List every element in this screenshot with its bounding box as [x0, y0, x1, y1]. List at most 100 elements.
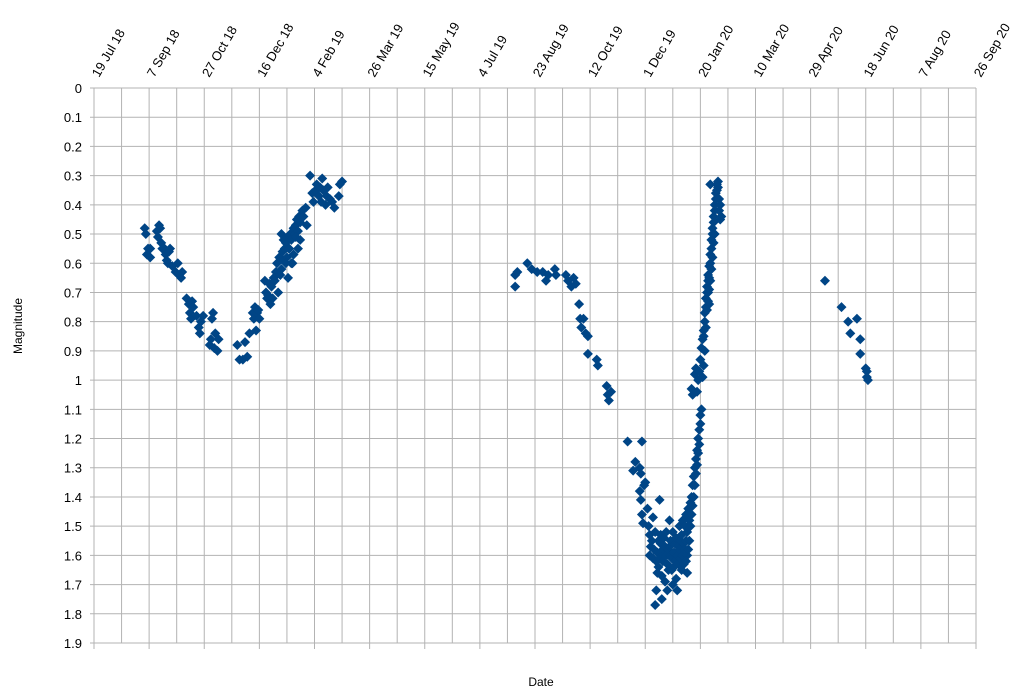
data-point — [622, 436, 633, 447]
data-point — [689, 480, 700, 491]
data-point — [276, 264, 287, 275]
y-tick-label: 0 — [75, 81, 82, 96]
data-point — [715, 199, 726, 210]
data-point — [664, 515, 675, 526]
data-point — [295, 234, 306, 245]
data-point — [653, 562, 664, 573]
data-point — [660, 576, 671, 587]
y-tick-label: 0.4 — [64, 198, 82, 213]
x-axis-title: Date — [528, 675, 554, 689]
x-tick-label: 19 Jul 18 — [89, 26, 128, 79]
data-point — [698, 331, 709, 342]
data-point — [640, 477, 651, 488]
data-point — [634, 486, 645, 497]
data-point — [283, 272, 294, 283]
data-point — [522, 258, 533, 269]
x-axis: 19 Jul 18 7 Sep 18 27 Oct 18 16 Dec 18 4 Feb… — [89, 19, 1014, 644]
y-tick-label: 1.1 — [64, 402, 82, 417]
data-point — [635, 468, 646, 479]
data-points — [139, 170, 873, 611]
x-tick-label: 23 Aug 19 — [530, 21, 572, 79]
data-point — [284, 243, 295, 254]
data-point — [305, 170, 316, 181]
data-point — [145, 243, 156, 254]
data-point — [198, 310, 209, 321]
data-point — [643, 521, 654, 532]
x-tick-label: 7 Aug 20 — [915, 28, 954, 80]
data-point — [292, 243, 303, 254]
data-point — [636, 509, 647, 520]
data-point — [543, 269, 554, 280]
data-point — [603, 395, 614, 406]
data-point — [662, 585, 673, 596]
y-tick-label: 1.6 — [64, 548, 82, 563]
data-point — [688, 491, 699, 502]
data-point — [650, 600, 661, 611]
data-point — [300, 202, 311, 213]
data-point — [329, 202, 340, 213]
x-tick-label: 20 Jan 20 — [695, 23, 737, 80]
data-point — [681, 556, 692, 567]
data-point — [701, 305, 712, 315]
data-point — [172, 258, 183, 269]
data-point — [191, 310, 202, 321]
data-point — [532, 267, 543, 278]
data-point — [855, 348, 866, 359]
data-point — [212, 345, 223, 356]
data-point — [855, 334, 866, 345]
data-point — [716, 211, 727, 222]
data-point — [692, 459, 703, 470]
data-point — [205, 334, 216, 345]
data-point — [861, 366, 872, 377]
data-point — [269, 275, 280, 286]
data-point — [301, 220, 312, 231]
x-tick-label: 16 Dec 18 — [254, 21, 297, 80]
data-point — [713, 176, 724, 187]
x-tick-label: 26 Sep 20 — [971, 21, 1014, 80]
y-tick-label: 0.5 — [64, 227, 82, 242]
data-point — [165, 243, 176, 254]
data-point — [155, 223, 166, 234]
y-tick-label: 1.7 — [64, 578, 82, 593]
data-point — [213, 334, 224, 345]
data-point — [705, 179, 716, 190]
y-tick-label: 0.8 — [64, 315, 82, 330]
data-point — [550, 269, 561, 280]
data-point — [682, 567, 693, 578]
data-point — [703, 296, 714, 307]
data-point — [188, 302, 199, 313]
data-point — [713, 182, 724, 193]
data-point — [322, 182, 333, 193]
grid-lines — [90, 87, 977, 649]
data-point — [280, 258, 291, 269]
data-point — [704, 284, 715, 295]
data-point — [601, 380, 612, 391]
data-point — [671, 573, 682, 584]
data-point — [145, 252, 156, 263]
y-tick-label: 0.6 — [64, 256, 82, 271]
data-point — [851, 313, 862, 324]
x-tick-label: 7 Sep 18 — [144, 27, 183, 80]
data-point — [690, 468, 701, 479]
data-point — [630, 456, 641, 467]
data-point — [694, 439, 705, 450]
data-point — [687, 500, 698, 511]
data-point — [706, 264, 717, 275]
data-point — [242, 351, 253, 362]
data-point — [696, 404, 707, 415]
x-tick-label: 29 Apr 20 — [805, 24, 846, 80]
data-point — [574, 299, 585, 310]
data-point — [862, 375, 873, 386]
x-tick-label: 27 Oct 18 — [199, 23, 240, 79]
data-point — [194, 328, 205, 339]
y-tick-label: 0.1 — [64, 110, 82, 125]
y-tick-label: 0.2 — [64, 139, 82, 154]
data-point — [698, 360, 709, 371]
data-point — [140, 229, 151, 240]
data-point — [845, 328, 856, 339]
data-point — [251, 325, 262, 336]
data-point — [683, 544, 694, 555]
data-point — [693, 448, 704, 459]
y-tick-label: 1.5 — [64, 519, 82, 534]
data-point — [254, 313, 265, 324]
